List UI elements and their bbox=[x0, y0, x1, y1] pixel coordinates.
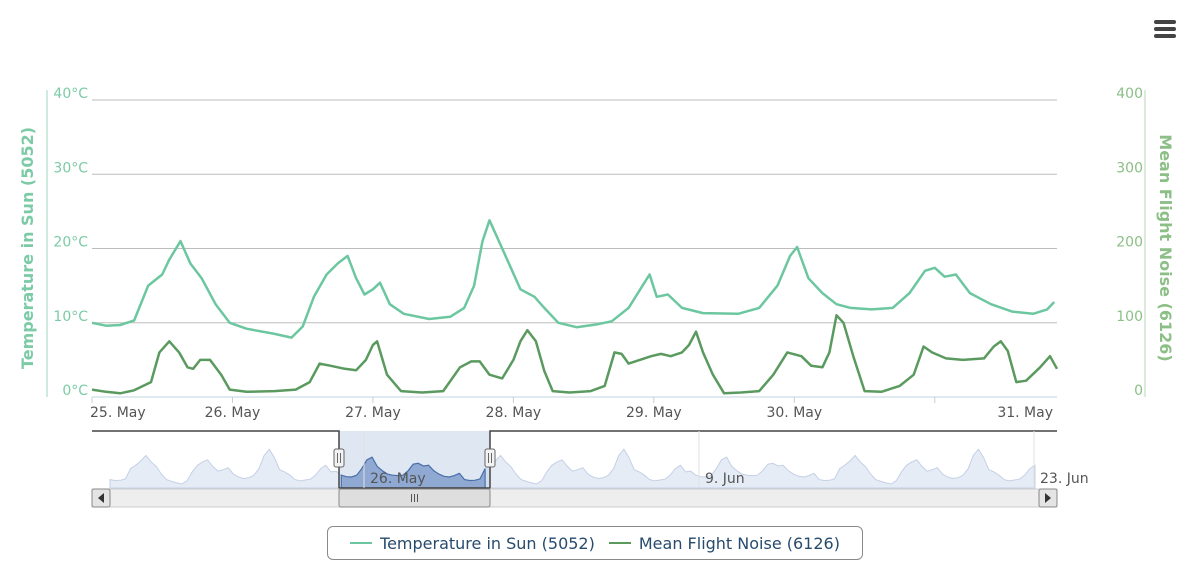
x-tick-label: 28. May bbox=[486, 405, 542, 421]
navigator-tick-label: 23. Jun bbox=[1040, 471, 1089, 487]
x-tick-label: 27. May bbox=[345, 405, 401, 421]
navigator-series bbox=[109, 448, 1036, 489]
y-axis-right-title: Mean Flight Noise (6126) bbox=[1156, 134, 1175, 361]
series-line-noise[interactable] bbox=[91, 314, 1059, 395]
chevron-right-icon bbox=[1045, 493, 1051, 503]
y-left-tick-label: 30°C bbox=[53, 160, 88, 176]
x-tick-label: 26. May bbox=[205, 405, 261, 421]
x-tick-label: 31. May bbox=[997, 405, 1053, 421]
legend-line-temperature bbox=[350, 542, 373, 544]
series-line-temperature[interactable] bbox=[91, 219, 1056, 339]
navigator-tick-label: 9. Jun bbox=[705, 471, 745, 487]
hamburger-menu-icon bbox=[1154, 20, 1176, 24]
navigator-tick-label: 26. May bbox=[370, 471, 426, 487]
legend-line-noise bbox=[608, 542, 631, 544]
scrollbar-right-button[interactable] bbox=[1038, 488, 1058, 508]
chart-area: 0°C 10°C 20°C 30°C 40°C 0 100 200 300 400 Temperat… bbox=[18, 86, 1175, 508]
navigator-outline bbox=[92, 430, 1057, 489]
chevron-left-icon bbox=[98, 493, 104, 503]
scrollbar-left-button[interactable] bbox=[91, 488, 111, 508]
y-left-tick-label: 40°C bbox=[53, 86, 88, 102]
navigator-series-selected bbox=[340, 456, 486, 489]
y-axis-left-title: Temperature in Sun (5052) bbox=[18, 127, 37, 369]
legend: Temperature in Sun (5052) Mean Flight No… bbox=[327, 526, 863, 560]
legend-label-noise: Mean Flight Noise (6126) bbox=[638, 533, 840, 553]
x-tick-label: 25. May bbox=[90, 405, 146, 421]
y-left-tick-label: 20°C bbox=[53, 235, 88, 251]
x-tick-label: 30. May bbox=[766, 405, 822, 421]
legend-label-temperature: Temperature in Sun (5052) bbox=[380, 533, 595, 553]
navigator-handle-right[interactable] bbox=[484, 448, 496, 468]
y-right-tick-label: 0 bbox=[1134, 383, 1143, 399]
y-right-tick-label: 100 bbox=[1116, 309, 1143, 325]
navigator-handle-left[interactable] bbox=[333, 448, 345, 468]
y-right-tick-label: 400 bbox=[1116, 86, 1143, 102]
legend-item-temperature[interactable]: Temperature in Sun (5052) bbox=[350, 534, 595, 553]
scrollbar-track[interactable] bbox=[91, 488, 1058, 508]
y-right-tick-label: 200 bbox=[1116, 235, 1143, 251]
context-menu-button[interactable] bbox=[1148, 14, 1182, 44]
y-right-tick-label: 300 bbox=[1116, 160, 1143, 176]
x-tick-label: 29. May bbox=[626, 405, 682, 421]
y-left-tick-label: 10°C bbox=[53, 309, 88, 325]
y-left-tick-label: 0°C bbox=[62, 383, 88, 399]
legend-item-noise[interactable]: Mean Flight Noise (6126) bbox=[608, 533, 840, 553]
